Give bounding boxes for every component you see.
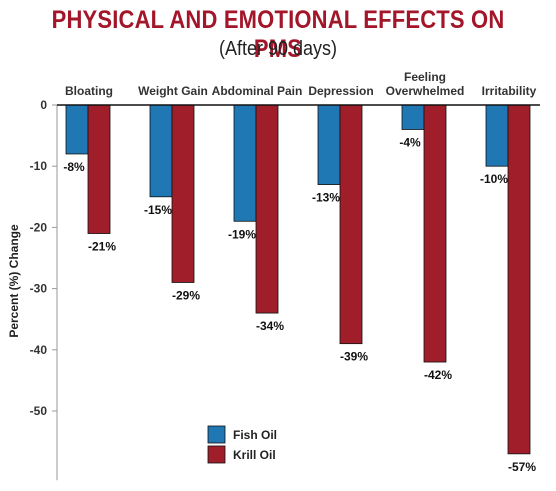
y-tick-label: -10 [30,159,48,173]
y-tick-label: -30 [30,282,48,296]
bar-fish-oil [485,104,509,167]
legend-label-fish-oil: Fish Oil [233,428,277,442]
category-label: Weight Gain [138,84,208,98]
data-label-krill-oil: -29% [172,288,200,302]
data-label-krill-oil: -39% [340,350,368,364]
bar-krill-oil [255,104,279,314]
category-label: Bloating [65,84,113,98]
data-label-fish-oil: -13% [312,191,340,205]
chart-subtitle: (After 90 days) [218,38,338,60]
y-tick-label: -20 [30,220,48,234]
bar-krill-oil [171,104,195,283]
data-label-fish-oil: -10% [480,172,508,186]
bar-krill-oil [87,104,111,234]
legend-label-krill-oil: Krill Oil [233,448,276,462]
data-label-krill-oil: -57% [508,460,536,474]
data-label-krill-oil: -21% [88,240,116,254]
y-tick-label: 0 [40,98,47,112]
y-tick-label: -50 [30,404,48,418]
data-label-fish-oil: -4% [399,135,421,149]
data-label-fish-oil: -15% [144,203,172,217]
bar-krill-oil [507,104,531,455]
chart-title: PHYSICAL AND EMOTIONAL EFFECTS ON PMS [51,6,505,63]
bar-krill-oil [423,104,447,363]
y-axis-label: Percent (%) Change [7,224,21,338]
category-label: Abdominal Pain [212,84,303,98]
category-label: Irritability [482,84,537,98]
bar-fish-oil [65,104,89,155]
legend: Fish Oil Krill Oil [207,425,277,464]
bar-fish-oil [233,104,257,222]
y-tick-label: -40 [30,343,48,357]
data-label-krill-oil: -34% [256,319,284,333]
bar-fish-oil [401,104,425,130]
data-label-krill-oil: -42% [424,368,452,382]
bar-fish-oil [317,104,341,185]
data-label-fish-oil: -19% [228,227,256,241]
bar-fish-oil [149,104,173,198]
bar-krill-oil [339,104,363,345]
data-label-fish-oil: -8% [63,160,85,174]
category-label: Feeling Overwhelmed [386,70,465,98]
legend-swatch-krill-oil [207,445,226,464]
legend-swatch-fish-oil [207,425,226,444]
category-label: Depression [308,84,373,98]
